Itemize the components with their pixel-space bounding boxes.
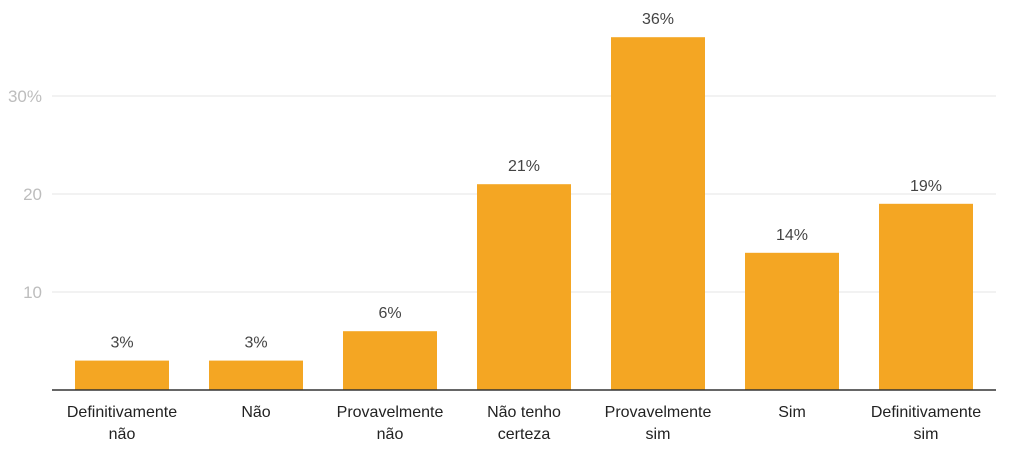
y-tick-label: 10: [23, 283, 42, 302]
x-tick-label-line: Não tenho: [487, 404, 561, 421]
bar: [477, 184, 571, 390]
x-tick-label: Sim: [778, 404, 806, 421]
bar: [343, 331, 437, 390]
x-tick-label-line: não: [377, 426, 404, 443]
x-tick-label: Definitivamente sim: [871, 404, 981, 443]
x-tick-label: Não tenho certeza: [487, 404, 561, 443]
data-label: 3%: [110, 335, 133, 352]
x-tick-label-line: Definitivamente: [67, 404, 177, 421]
y-tick-label: 30%: [8, 87, 42, 106]
x-tick-label: Definitivamente não: [67, 404, 177, 443]
data-label: 6%: [378, 305, 401, 322]
bar: [75, 360, 169, 390]
x-axis-categories: Definitivamente não Não Provavelmente não Não…: [67, 404, 981, 443]
x-tick-label: Provavelmente sim: [605, 404, 712, 443]
data-labels: 3% 3% 6% 21% 36% 14% 19%: [110, 11, 942, 351]
bar: [745, 252, 839, 390]
x-tick-label: Não: [241, 404, 270, 421]
y-tick-label: 20: [23, 185, 42, 204]
x-tick-label-line: sim: [646, 426, 671, 443]
bar: [879, 203, 973, 390]
data-label: 19%: [910, 178, 942, 195]
x-tick-label-line: Não: [241, 404, 270, 421]
data-label: 36%: [642, 11, 674, 28]
bar: [209, 360, 303, 390]
x-tick-label-line: Sim: [778, 404, 806, 421]
data-label: 21%: [508, 158, 540, 175]
x-tick-label-line: certeza: [498, 426, 551, 443]
data-label: 3%: [244, 335, 267, 352]
x-tick-label-line: não: [109, 426, 136, 443]
bar: [611, 37, 705, 390]
x-tick-label-line: sim: [914, 426, 939, 443]
x-tick-label-line: Definitivamente: [871, 404, 981, 421]
x-tick-label-line: Provavelmente: [337, 404, 444, 421]
data-label: 14%: [776, 227, 808, 244]
x-tick-label-line: Provavelmente: [605, 404, 712, 421]
bars: [75, 37, 973, 390]
x-tick-label: Provavelmente não: [337, 404, 444, 443]
y-axis-ticks: 10 20 30%: [8, 87, 42, 302]
